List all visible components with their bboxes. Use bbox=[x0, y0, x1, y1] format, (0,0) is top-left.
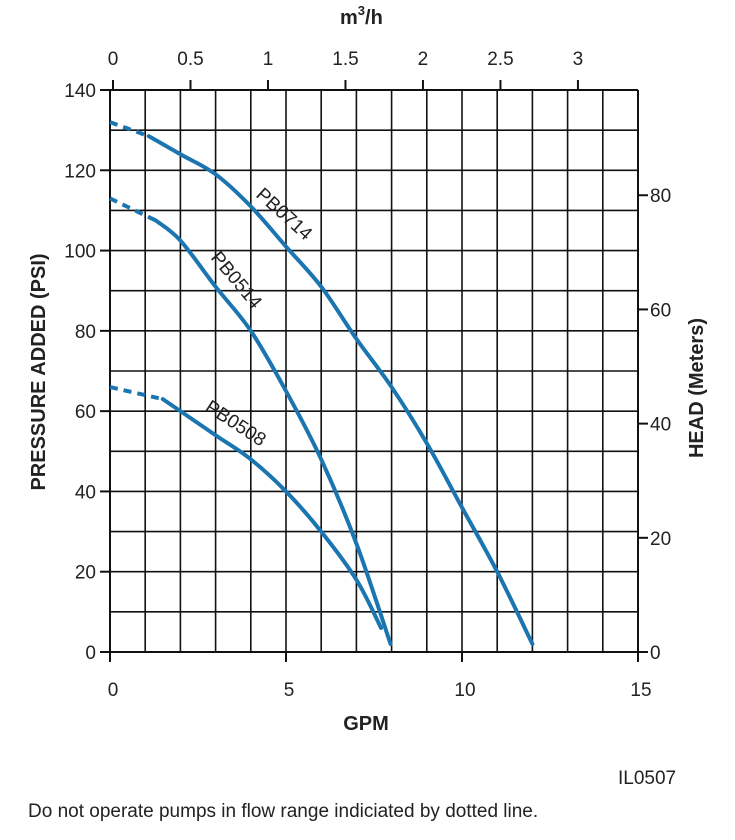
y-tick-label: 60 bbox=[75, 402, 96, 423]
x-tick-label: 15 bbox=[630, 680, 651, 701]
curve-pb0714 bbox=[146, 134, 535, 646]
x2-tick-label: 1.5 bbox=[332, 49, 358, 70]
y-tick-label: 0 bbox=[85, 643, 96, 664]
curve-pb0508 bbox=[160, 397, 384, 630]
x2-tick-label: 2.5 bbox=[487, 49, 513, 70]
x2-tick-label: 3 bbox=[573, 49, 584, 70]
y-tick-label: 140 bbox=[64, 81, 96, 102]
curve-label: PB0508 bbox=[201, 397, 269, 451]
curve-label: PB0714 bbox=[252, 184, 317, 245]
curve-pb0514 bbox=[153, 218, 393, 646]
footnote: Do not operate pumps in flow range indic… bbox=[28, 801, 539, 822]
y-tick-label: 100 bbox=[64, 242, 96, 263]
y-tick-label: 80 bbox=[75, 322, 96, 343]
y-tick-label: 20 bbox=[75, 563, 96, 584]
y2-tick-label: 60 bbox=[650, 300, 671, 321]
y2-tick-label: 80 bbox=[650, 186, 671, 207]
y2-axis-title: HEAD (Meters) bbox=[686, 318, 708, 458]
x2-tick-label: 0.5 bbox=[177, 49, 203, 70]
x2-axis-title: m3/h bbox=[340, 3, 383, 29]
x2-tick-label: 2 bbox=[418, 49, 429, 70]
x2-tick-label: 1 bbox=[263, 49, 274, 70]
x2-tick-label: 0 bbox=[108, 49, 119, 70]
figure-id: IL0507 bbox=[618, 768, 677, 789]
y2-tick-label: 0 bbox=[650, 643, 661, 664]
x-tick-label: 5 bbox=[284, 680, 295, 701]
curve-dotted-pb0714 bbox=[109, 120, 150, 139]
y-tick-label: 40 bbox=[75, 482, 96, 503]
y-tick-label: 120 bbox=[64, 161, 96, 182]
y2-tick-label: 20 bbox=[650, 529, 671, 550]
x-axis-title: GPM bbox=[343, 713, 389, 735]
y2-tick-label: 40 bbox=[650, 415, 671, 436]
curve-dotted-pb0514 bbox=[109, 196, 157, 223]
y-axis-title: PRESSURE ADDED (PSI) bbox=[28, 253, 50, 490]
curve-dotted-pb0508 bbox=[109, 385, 164, 402]
x-tick-label: 0 bbox=[108, 680, 119, 701]
x-tick-label: 10 bbox=[454, 680, 475, 701]
